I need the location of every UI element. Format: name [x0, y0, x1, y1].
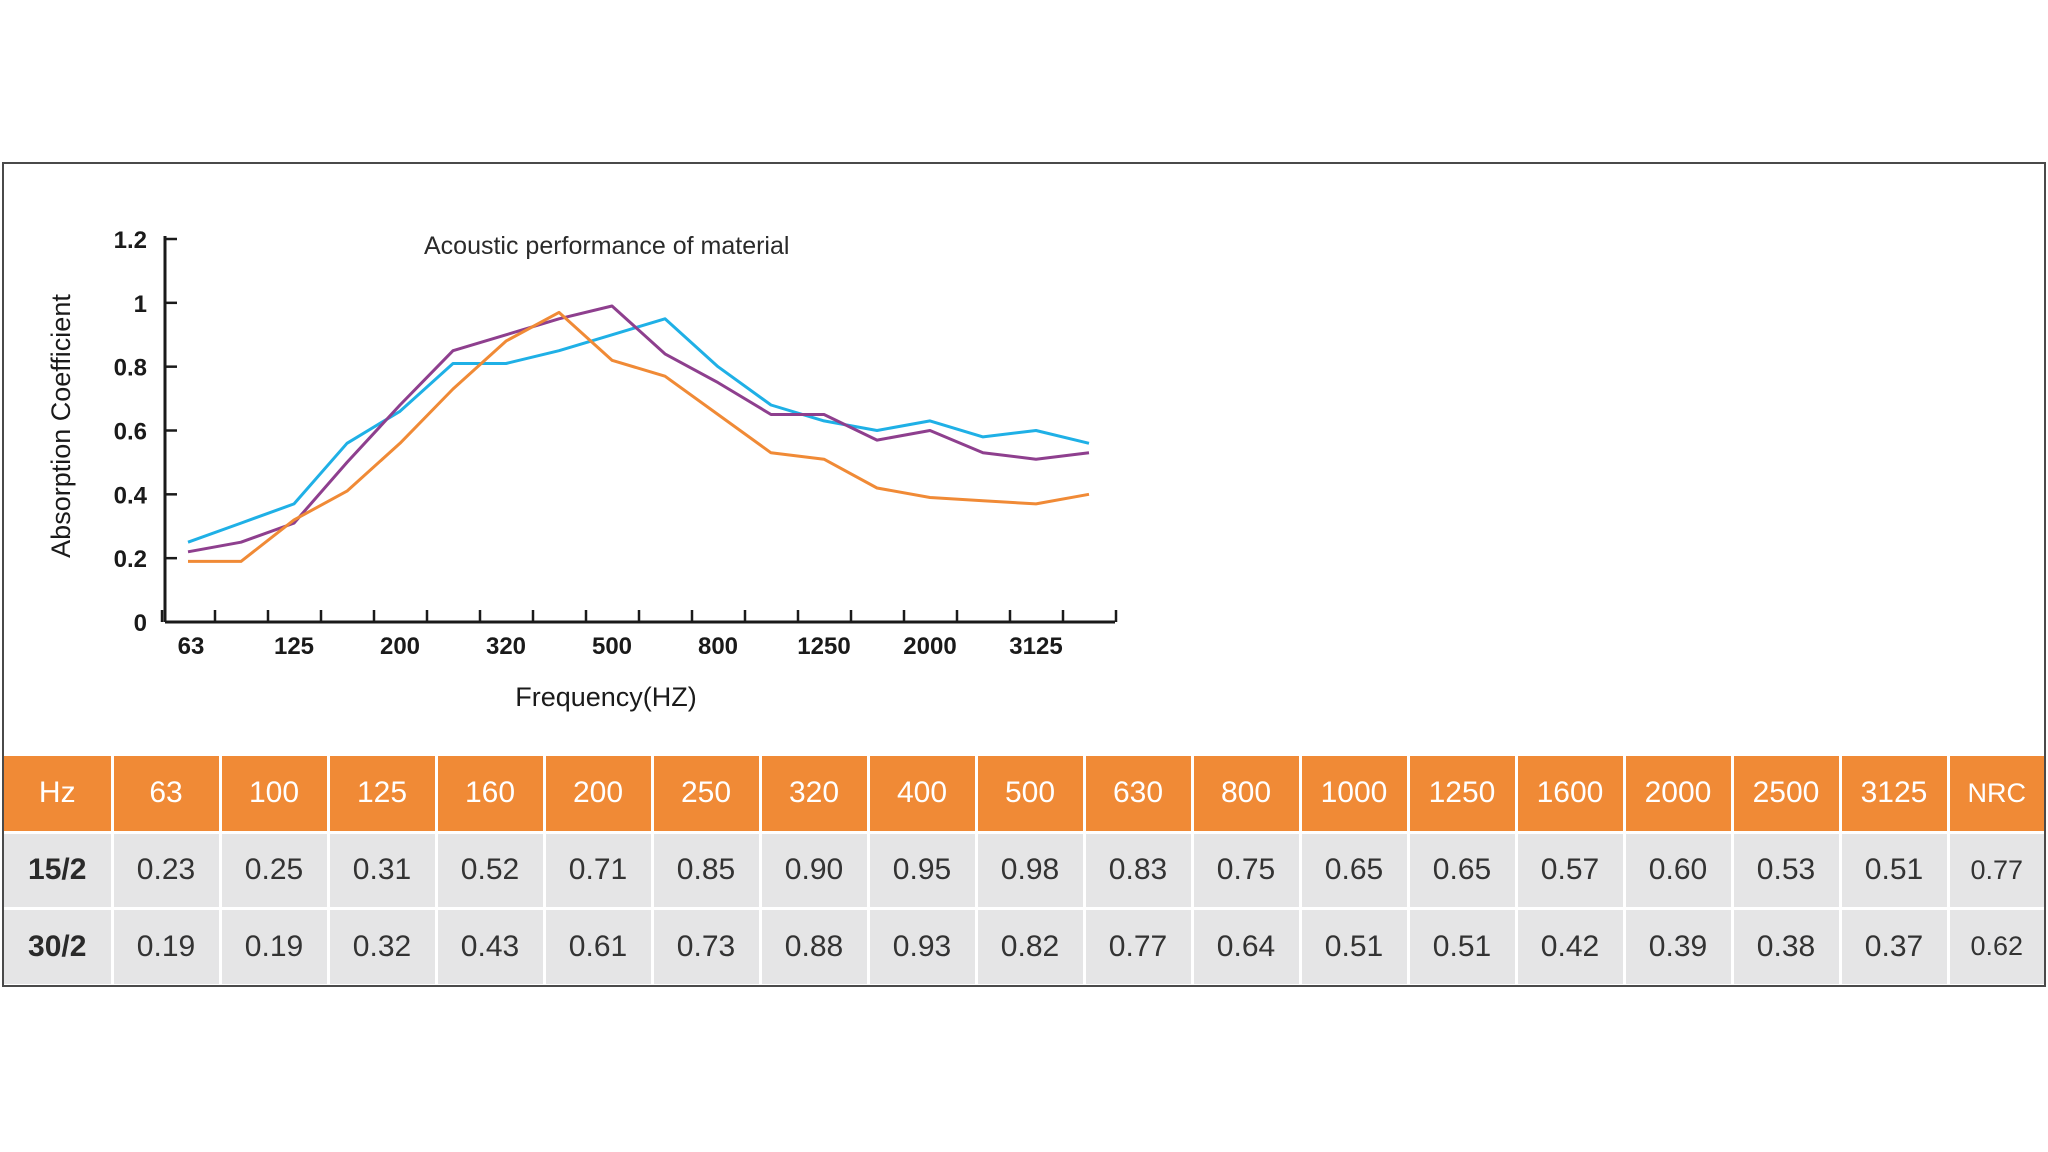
- line-chart: Acoustic performance of material 0 0.2 0.4…: [46, 227, 1118, 712]
- table-row: 30/2 0.19 0.19 0.32 0.43 0.61 0.73 0.88 0.93 0.82…: [4, 908, 2044, 984]
- table-cell: 0.75: [1192, 832, 1302, 910]
- table-cell: 0.42: [1516, 908, 1626, 984]
- header-frequency-cell: 1000: [1300, 756, 1410, 834]
- table-cell: 0.60: [1624, 832, 1734, 910]
- x-tick-label: 63: [178, 633, 205, 660]
- table-cell: 0.64: [1192, 908, 1302, 984]
- header-frequency-cell: 500: [976, 756, 1086, 834]
- x-tick-label: 500: [592, 633, 632, 660]
- table-cell: 0.85: [652, 832, 762, 910]
- table-cell: 0.57: [1516, 832, 1626, 910]
- x-tick-label: 200: [380, 633, 420, 660]
- table-cell: 0.88: [760, 908, 870, 984]
- table-cell: 0.51: [1300, 908, 1410, 984]
- table-cell: 0.61: [544, 908, 654, 984]
- table-body: 15/2 0.23 0.25 0.31 0.52 0.71 0.85 0.90 0.95 0.98…: [4, 832, 2044, 984]
- series-line-3: [188, 310, 1090, 563]
- table-cell: 0.32: [328, 908, 438, 984]
- y-tick-label: 0.6: [114, 419, 147, 446]
- header-frequency-cell: 320: [760, 756, 870, 834]
- x-tick-label: 125: [274, 633, 314, 660]
- table-cell: 0.23: [112, 832, 222, 910]
- header-frequency-cell: 125: [328, 756, 438, 834]
- header-frequency-cell: 160: [436, 756, 546, 834]
- chart-panel: Acoustic performance of material 0 0.2 0.4…: [2, 162, 2046, 987]
- table-cell: 0.19: [220, 908, 330, 984]
- y-tick-label: 0.8: [114, 355, 147, 382]
- table-cell: 0.52: [436, 832, 546, 910]
- table-cell: 0.37: [1840, 908, 1950, 984]
- x-axis-label: Frequency(HZ): [515, 682, 697, 712]
- table-cell: 0.82: [976, 908, 1086, 984]
- header-frequency-cell: 630: [1084, 756, 1194, 834]
- x-tick-label: 320: [486, 633, 526, 660]
- table-cell: 0.43: [436, 908, 546, 984]
- table-cell: 0.77: [1084, 908, 1194, 984]
- header-frequency-cell: 400: [868, 756, 978, 834]
- y-tick-label: 0.2: [114, 546, 147, 573]
- header-nrc-cell: NRC: [1948, 756, 2044, 834]
- table-cell: 0.51: [1408, 908, 1518, 984]
- x-tick-label: 1250: [797, 633, 850, 660]
- header-frequency-cell: 1250: [1408, 756, 1518, 834]
- row-label: 30/2: [4, 908, 114, 984]
- header-frequency-cell: 2500: [1732, 756, 1842, 834]
- table-cell: 0.19: [112, 908, 222, 984]
- table-cell: 0.51: [1840, 832, 1950, 910]
- nrc-cell: 0.77: [1948, 832, 2044, 910]
- y-axis-label: Absorption Coefficient: [46, 294, 76, 558]
- table-cell: 0.73: [652, 908, 762, 984]
- x-tick-label: 3125: [1009, 633, 1062, 660]
- header-frequency-cell: 800: [1192, 756, 1302, 834]
- header-frequency-cell: 200: [544, 756, 654, 834]
- header-hz-cell: Hz: [4, 756, 114, 834]
- x-ticks: 63 125 200 320 500 800 1250 2000 3125: [160, 610, 1118, 660]
- x-tick-label: 800: [698, 633, 738, 660]
- header-frequency-cell: 2000: [1624, 756, 1734, 834]
- table-cell: 0.65: [1408, 832, 1518, 910]
- table-cell: 0.98: [976, 832, 1086, 910]
- nrc-cell: 0.62: [1948, 908, 2044, 984]
- header-frequency-cell: 250: [652, 756, 762, 834]
- table-cell: 0.71: [544, 832, 654, 910]
- table-row: 15/2 0.23 0.25 0.31 0.52 0.71 0.85 0.90 0.95 0.98…: [4, 832, 2044, 910]
- row-label: 15/2: [4, 832, 114, 910]
- y-tick-label: 1.2: [114, 227, 147, 254]
- y-tick-label: 1: [134, 291, 147, 318]
- table-cell: 0.65: [1300, 832, 1410, 910]
- series-line-2: [187, 304, 1090, 554]
- table-cell: 0.38: [1732, 908, 1842, 984]
- header-frequency-cell: 1600: [1516, 756, 1626, 834]
- table-cell: 0.83: [1084, 832, 1194, 910]
- y-ticks: 0 0.2 0.4 0.6 0.8 1 1.2: [114, 227, 177, 637]
- table-header-row: Hz 63 100 125 160 200 250 320 400 500 630 800 1000 12…: [4, 756, 2044, 834]
- series-line-1: [187, 317, 1090, 544]
- table-cell: 0.31: [328, 832, 438, 910]
- table-cell: 0.25: [220, 832, 330, 910]
- header-frequency-cell: 63: [112, 756, 222, 834]
- series-lines: [187, 304, 1090, 563]
- table-cell: 0.90: [760, 832, 870, 910]
- table-cell: 0.95: [868, 832, 978, 910]
- chart-title: Acoustic performance of material: [424, 232, 789, 260]
- table-cell: 0.39: [1624, 908, 1734, 984]
- table-cell: 0.93: [868, 908, 978, 984]
- y-tick-label: 0: [134, 610, 147, 637]
- x-tick-label: 2000: [903, 633, 956, 660]
- y-tick-label: 0.4: [114, 482, 148, 509]
- table-cell: 0.53: [1732, 832, 1842, 910]
- absorption-table: Hz 63 100 125 160 200 250 320 400 500 630 800 1000 12…: [4, 756, 2044, 984]
- header-frequency-cell: 3125: [1840, 756, 1950, 834]
- header-frequency-cell: 100: [220, 756, 330, 834]
